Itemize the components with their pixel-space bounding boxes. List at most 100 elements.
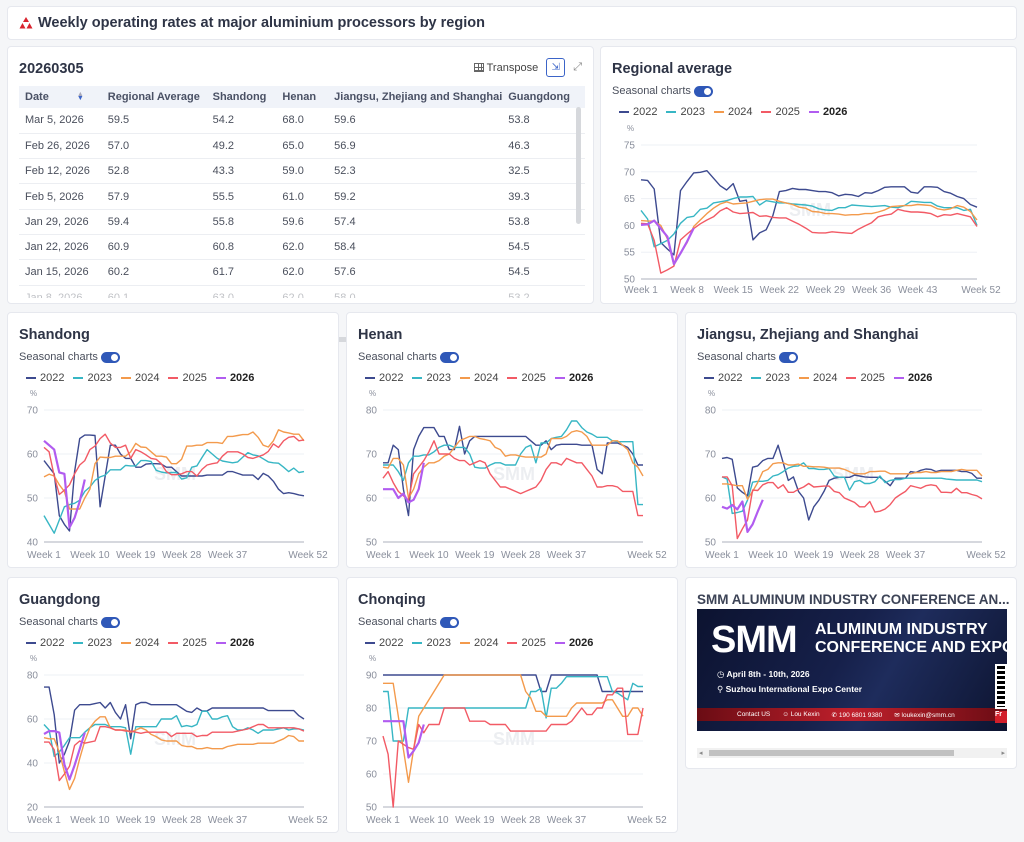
table-row[interactable]: Feb 26, 2026 57.0 49.2 65.0 56.9 46.3 <box>19 133 585 160</box>
legend-item[interactable]: 2025 <box>507 372 546 384</box>
line-chart[interactable]: % 50 60 70 80 Week 1 Week 10 Week 19 Week 28 Week… <box>686 313 1018 569</box>
legend-item[interactable]: 2022 <box>26 372 64 384</box>
line-chart[interactable]: % 40 50 60 70 Week 1 Week 10 Week 19 Week 28 Week… <box>8 313 340 569</box>
legend-item[interactable]: 2022 <box>365 372 403 384</box>
series-line-2025[interactable] <box>43 433 305 496</box>
x-tick-label: Week 19 <box>116 550 156 561</box>
line-chart[interactable]: % 20 40 60 80 Week 1 Week 10 Week 19 Week 28 Week… <box>8 578 340 834</box>
series-line-2023[interactable] <box>721 462 983 515</box>
seasonal-toggle[interactable] <box>778 351 798 363</box>
ad-title[interactable]: SMM ALUMINUM INDUSTRY CONFERENCE AN... <box>697 592 1010 607</box>
series-line-2025[interactable] <box>44 723 305 782</box>
seasonal-toggle[interactable] <box>100 616 120 628</box>
legend-item[interactable]: 2024 <box>798 372 837 384</box>
legend-item[interactable]: 2023 <box>73 372 112 384</box>
series-line-2026[interactable] <box>43 730 86 781</box>
series-line-2026[interactable] <box>640 219 695 266</box>
seasonal-toggle[interactable] <box>693 85 713 97</box>
series-line-2024[interactable] <box>43 716 304 791</box>
series-line-2026[interactable] <box>43 439 86 529</box>
legend-item[interactable]: 2022 <box>26 637 64 649</box>
series-line-2023[interactable] <box>43 710 305 758</box>
series-line-2022[interactable] <box>640 169 978 256</box>
legend-item[interactable]: 2022 <box>365 637 403 649</box>
series-line-2026[interactable] <box>721 499 764 533</box>
legend-item[interactable]: 2024 <box>459 637 498 649</box>
export-button[interactable]: ⇲ <box>546 58 566 77</box>
legend-item[interactable]: 2025 <box>761 106 800 118</box>
legend-item[interactable]: 2022 <box>619 106 657 118</box>
line-chart[interactable]: % 50 60 70 80 90 Week 1 Week 10 Week 19 Week 28 We… <box>347 578 679 834</box>
legend-item[interactable]: 2026 <box>215 372 254 384</box>
legend-item[interactable]: 2023 <box>412 637 451 649</box>
table-row[interactable]: Jan 29, 2026 59.4 55.8 59.6 57.4 53.8 <box>19 209 585 235</box>
table-row[interactable]: Feb 5, 2026 57.9 55.5 61.0 59.2 39.3 <box>19 183 585 210</box>
table-row[interactable]: Feb 12, 2026 52.8 43.3 59.0 52.3 32.5 <box>19 158 585 185</box>
legend-item[interactable]: 2026 <box>215 637 254 649</box>
legend-item[interactable]: 2022 <box>704 372 742 384</box>
legend-item[interactable]: 2024 <box>120 637 159 649</box>
fullscreen-icon[interactable]: ⤢ <box>573 61 582 73</box>
line-chart[interactable]: % 50 60 70 80 Week 1 Week 10 Week 19 Week 28 Week… <box>347 313 679 569</box>
table-row[interactable]: Jan 15, 2026 60.2 61.7 62.0 57.6 54.5 <box>19 259 585 286</box>
table-scroll-area[interactable]: Date ▲ ▼ Regional Average Shandong Henan Jiang… <box>19 86 585 298</box>
series-line-2022[interactable] <box>383 674 643 693</box>
y-tick-label: 55 <box>624 248 636 259</box>
series-line-2024[interactable] <box>382 429 644 499</box>
series-line-2024[interactable] <box>43 429 305 510</box>
series-line-2026[interactable] <box>383 462 425 504</box>
series-line-2022[interactable] <box>44 686 305 764</box>
series-line-2023[interactable] <box>43 448 305 534</box>
table-row[interactable]: Jan 8, 2026 60.1 63.0 62.0 58.0 53.2 <box>19 285 585 298</box>
table-cell: Feb 5, 2026 <box>19 183 102 210</box>
conference-banner[interactable]: SMM ALUMINUM INDUSTRY CONFERENCE AND EXP… <box>697 609 1007 731</box>
series-line-2024[interactable] <box>722 462 983 501</box>
legend-item[interactable]: 2023 <box>751 372 790 384</box>
column-header[interactable]: Date ▲ ▼ <box>19 86 102 108</box>
series-line-2025[interactable] <box>382 440 643 517</box>
legend-item[interactable]: 2023 <box>666 106 705 118</box>
table-row[interactable]: Mar 5, 2026 59.5 54.2 68.0 59.6 53.8 <box>19 108 585 134</box>
series-line-2023[interactable] <box>640 195 978 248</box>
legend-label: 2026 <box>568 372 594 384</box>
legend-item[interactable]: 2026 <box>554 372 594 384</box>
scroll-right-icon[interactable]: ▸ <box>1001 750 1005 757</box>
table-row[interactable]: Jan 22, 2026 60.9 60.8 62.0 58.4 54.5 <box>19 234 585 261</box>
seasonal-toggle[interactable] <box>439 351 459 363</box>
seasonal-toggle[interactable] <box>439 616 459 628</box>
series-line-2025[interactable] <box>640 206 978 274</box>
legend-item[interactable]: 2024 <box>120 372 159 384</box>
series-line-2026[interactable] <box>383 720 425 759</box>
x-tick-label: Week 52 <box>288 550 328 561</box>
legend-item[interactable]: 2023 <box>73 637 112 649</box>
legend-item[interactable]: 2025 <box>507 637 546 649</box>
series-line-2022[interactable] <box>383 425 643 517</box>
series-line-2023[interactable] <box>383 675 643 742</box>
series-line-2025[interactable] <box>382 687 644 808</box>
line-chart[interactable]: % 50 55 60 65 70 75 Week 1 Week 8 Week 15 Week 22 W… <box>601 47 1018 305</box>
legend-item[interactable]: 2025 <box>168 637 207 649</box>
legend-item[interactable]: 2026 <box>554 637 593 649</box>
series-line-2022[interactable] <box>721 444 982 521</box>
table-vertical-scrollbar[interactable] <box>576 107 581 224</box>
legend-item[interactable]: 2026 <box>893 372 932 384</box>
scroll-left-icon[interactable]: ◂ <box>699 750 703 757</box>
series-line-2025[interactable] <box>722 476 983 540</box>
legend-item[interactable]: 2024 <box>713 106 752 118</box>
series-line-2022[interactable] <box>43 434 305 532</box>
legend-item[interactable]: 2026 <box>808 106 847 118</box>
legend-item[interactable]: 2024 <box>459 372 498 384</box>
seasonal-toggle[interactable] <box>100 351 120 363</box>
ad-scroll-thumb[interactable] <box>709 750 954 756</box>
sort-icon[interactable]: ▲ ▼ <box>76 91 84 103</box>
transpose-button[interactable]: Transpose <box>473 62 538 74</box>
legend-item[interactable]: 2023 <box>412 372 451 384</box>
series-line-2024[interactable] <box>640 198 978 266</box>
series-line-2024[interactable] <box>383 674 644 784</box>
page-title: Weekly operating rates at major aluminiu… <box>38 15 485 31</box>
ad-horizontal-scrollbar[interactable]: ◂ ▸ <box>697 748 1007 758</box>
x-tick-label: Week 1 <box>366 815 400 826</box>
legend-item[interactable]: 2025 <box>168 372 207 384</box>
y-tick-label: 60 <box>624 221 636 232</box>
legend-item[interactable]: 2025 <box>846 372 885 384</box>
